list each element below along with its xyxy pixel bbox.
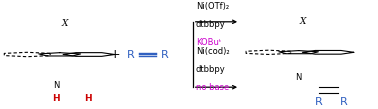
Text: X: X — [62, 20, 68, 28]
Text: N: N — [53, 81, 59, 89]
Text: H: H — [84, 94, 91, 103]
Text: H: H — [52, 94, 60, 103]
Text: R: R — [340, 97, 348, 107]
Text: R: R — [315, 97, 322, 107]
Text: N: N — [296, 73, 302, 82]
Text: X: X — [300, 17, 306, 26]
Text: no base: no base — [196, 83, 229, 92]
Text: R: R — [161, 49, 168, 60]
Text: Ni(cod)₂: Ni(cod)₂ — [196, 47, 229, 56]
Text: R: R — [127, 49, 134, 60]
Text: dtbbpy: dtbbpy — [196, 65, 226, 74]
Text: +: + — [110, 48, 121, 61]
Text: Ni(OTf)₂: Ni(OTf)₂ — [196, 2, 229, 11]
Text: KOBuᵗ: KOBuᵗ — [196, 38, 221, 47]
Text: dtbbpy: dtbbpy — [196, 20, 226, 29]
